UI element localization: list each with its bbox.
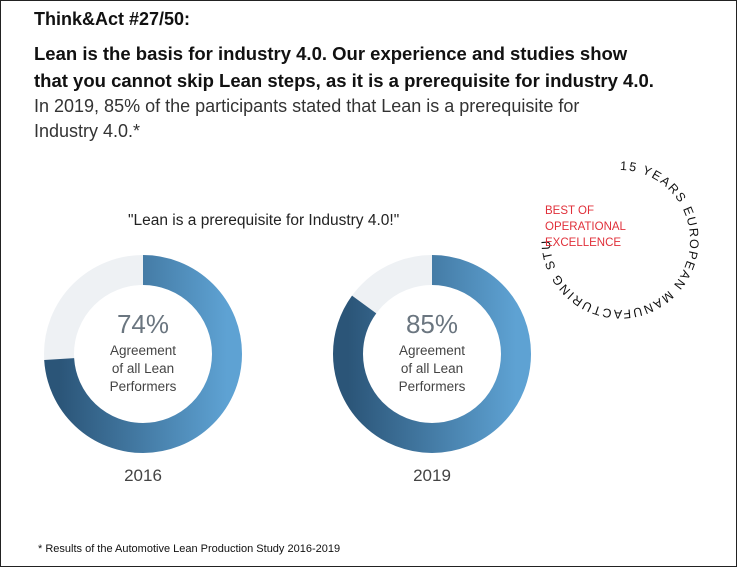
badge-line-2: OPERATIONAL <box>545 221 626 233</box>
footnote: * Results of the Automotive Lean Product… <box>38 543 341 555</box>
donut-caption-2019-2: of all Lean <box>401 361 463 376</box>
badge-label: BEST OF OPERATIONAL EXCELLENCE <box>545 203 665 251</box>
donut-caption-2019-3: Performers <box>399 379 466 394</box>
subtitle: In 2019, 85% of the participants stated … <box>34 94 694 144</box>
donut-caption-2016-2: of all Lean <box>112 361 174 376</box>
donut-caption-2019-1: Agreement <box>399 343 465 358</box>
chart-title: "Lean is a prerequisite for Industry 4.0… <box>128 212 400 229</box>
headline-line-1: Lean is the basis for industry 4.0. Our … <box>34 43 628 64</box>
kicker-title: Think&Act #27/50: <box>34 9 191 29</box>
donut-caption-2016-1: Agreement <box>110 343 176 358</box>
donut-arc-2016 <box>44 255 242 453</box>
donut-arc-2019 <box>333 255 531 453</box>
headline: Lean is the basis for industry 4.0. Our … <box>34 40 724 94</box>
donut-year-2019: 2019 <box>413 466 451 485</box>
donut-caption-2016-3: Performers <box>110 379 177 394</box>
donut-value-2019: 85% <box>406 309 458 339</box>
donut-year-2016: 2016 <box>124 466 162 485</box>
subtitle-line-1: In 2019, 85% of the participants stated … <box>34 96 580 116</box>
study-badge: 15 YEARS EUROPEAN MANUFACTURING STUDY <box>520 140 700 321</box>
subtitle-line-2: Industry 4.0.* <box>34 121 141 141</box>
headline-line-2: that you cannot skip Lean steps, as it i… <box>34 70 654 91</box>
badge-line-1: BEST OF <box>545 205 594 217</box>
donut-value-2016: 74% <box>117 309 169 339</box>
badge-line-3: EXCELLENCE <box>545 237 622 249</box>
